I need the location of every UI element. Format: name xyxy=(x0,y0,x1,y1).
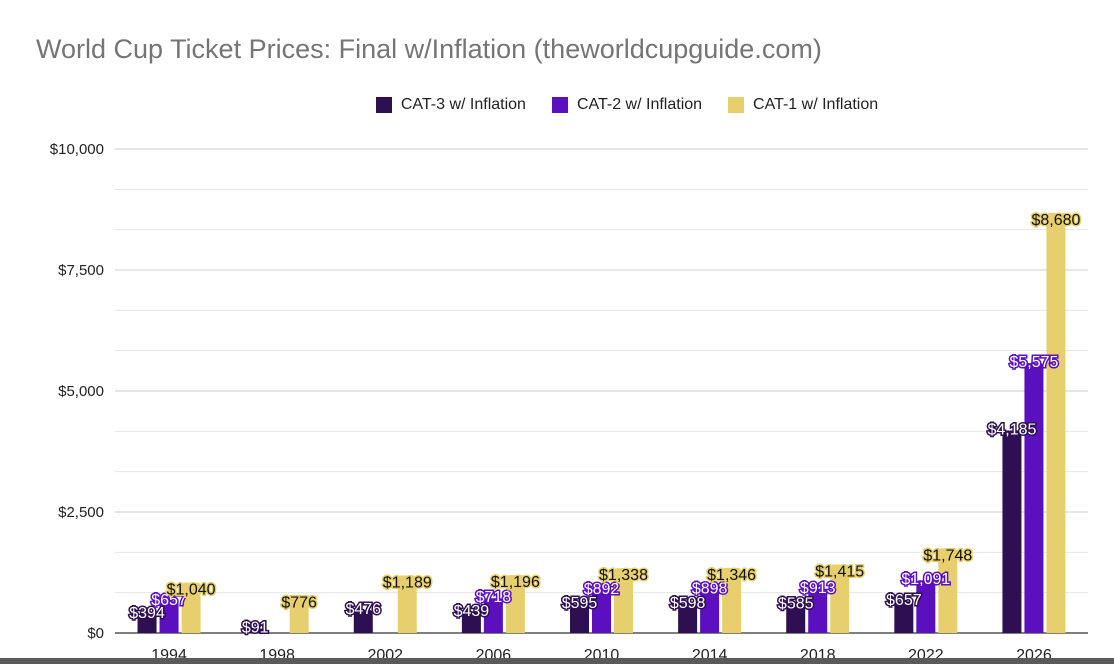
y-tick-label: $10,000 xyxy=(50,141,104,158)
bar-2010-series-2 xyxy=(614,568,633,633)
data-label-2006-series-0: $439 xyxy=(454,603,490,620)
legend-label-cat3: CAT-3 w/ Inflation xyxy=(400,96,526,113)
bar-2006-series-0 xyxy=(461,611,481,633)
data-label-1998-series-0: $91 xyxy=(242,620,269,637)
bar-base xyxy=(894,630,914,633)
bar-base xyxy=(700,630,720,633)
bar-1994-series-2 xyxy=(181,582,201,633)
bar-base xyxy=(678,630,698,633)
data-label-2010-series-1: $892 xyxy=(584,581,620,598)
bar-base xyxy=(808,630,828,633)
data-label-2022-series-2: $1,748 xyxy=(923,547,972,564)
data-label-2002-series-0: $476 xyxy=(345,601,381,618)
bar-base xyxy=(483,630,503,633)
data-label-2014-series-2: $1,346 xyxy=(707,567,756,584)
data-label-2014-series-0: $598 xyxy=(670,595,706,612)
bar-2018-series-0 xyxy=(786,604,806,633)
data-label-2006-series-1: $718 xyxy=(476,589,512,606)
data-label-2006-series-2: $1,196 xyxy=(491,574,540,591)
y-tick-label: $0 xyxy=(87,625,104,642)
bar-2010-series-1 xyxy=(592,589,611,633)
bar-2026-series-0 xyxy=(1002,430,1022,633)
legend-swatch-cat2 xyxy=(551,97,568,113)
data-label-2010-series-2: $1,338 xyxy=(599,567,648,584)
data-label-2014-series-1: $898 xyxy=(692,581,728,598)
data-label-2018-series-0: $585 xyxy=(778,596,814,613)
bar-2014-series-1 xyxy=(700,589,720,633)
data-label-2026-series-2: $8,680 xyxy=(1031,212,1080,229)
bar-base xyxy=(353,630,373,633)
bar-base xyxy=(397,630,417,633)
bar-2026-series-2 xyxy=(1046,212,1066,633)
chart-title: World Cup Ticket Prices: Final w/Inflati… xyxy=(36,34,822,64)
data-label-1994-series-2: $1,040 xyxy=(167,582,216,599)
legend-item-cat1[interactable]: CAT-1 w/ Inflation xyxy=(728,96,878,114)
bar-1994-series-0 xyxy=(137,613,157,633)
data-label-1994-series-1: $657 xyxy=(151,592,187,609)
bar-2002-series-2 xyxy=(397,575,417,633)
bar-base xyxy=(938,630,958,633)
legend: CAT-3 w/ Inflation CAT-2 w/ Inflation CA… xyxy=(0,92,1114,118)
data-label-1994-series-0: $394 xyxy=(129,605,165,622)
data-labels: $394$657$1,040$91$776 $476$1,189$439$718$… xyxy=(128,210,1082,638)
bar-base xyxy=(245,630,265,633)
bar-base xyxy=(722,630,742,633)
data-label-1998-series-2: $776 xyxy=(281,594,317,611)
legend-label-cat1: CAT-1 w/ Inflation xyxy=(753,96,879,113)
bar-base xyxy=(1046,630,1066,633)
bar-2018-series-1 xyxy=(808,588,828,633)
data-label-2022-series-0: $657 xyxy=(886,592,922,609)
bar-base xyxy=(137,630,157,633)
bar-2022-series-1 xyxy=(916,580,936,633)
bar-base xyxy=(159,630,179,633)
data-label-2002-series-2: $1,189 xyxy=(383,574,432,591)
bar-2014-series-2 xyxy=(722,567,742,633)
data-label-2018-series-1: $913 xyxy=(800,580,836,597)
y-tick-label: $7,500 xyxy=(58,262,104,279)
bar-2026-series-1 xyxy=(1024,363,1044,633)
legend-swatch-cat1 xyxy=(728,97,745,113)
window-bottom-edge xyxy=(0,658,1114,664)
bar-base xyxy=(592,630,611,633)
bar-base xyxy=(786,630,806,633)
bar-2022-series-0 xyxy=(894,601,914,633)
data-label-2018-series-2: $1,415 xyxy=(815,564,864,581)
bar-base xyxy=(461,630,481,633)
bar-base xyxy=(830,630,850,633)
y-tick-label: $5,000 xyxy=(58,383,104,400)
bar-base xyxy=(1024,630,1044,633)
y-axis-ticks: $0 $2,500 $5,000 $7,500 $10,000 xyxy=(50,141,104,642)
bar-2018-series-2 xyxy=(830,564,850,633)
legend-swatch-cat3 xyxy=(375,97,392,113)
bar-base xyxy=(289,630,309,633)
bar-base xyxy=(570,630,589,633)
bar-2014-series-0 xyxy=(678,604,698,633)
legend-item-cat3[interactable]: CAT-3 w/ Inflation xyxy=(236,96,526,114)
data-label-2026-series-0: $4,185 xyxy=(987,421,1036,438)
data-label-2022-series-1: $1,091 xyxy=(901,571,950,588)
bar-base xyxy=(1002,630,1022,633)
bar-1998-series-2 xyxy=(289,595,309,633)
bar-2002-series-0 xyxy=(353,609,373,633)
bar-base xyxy=(505,630,525,633)
bar-2022-series-2 xyxy=(938,548,958,633)
bar-base xyxy=(181,630,201,633)
data-label-2010-series-0: $595 xyxy=(562,595,598,612)
legend-label-cat2: CAT-2 w/ Inflation xyxy=(576,96,703,113)
bar-base xyxy=(614,630,633,633)
bar-2006-series-2 xyxy=(505,575,525,633)
legend-item-cat2[interactable]: CAT-2 w/ Inflation xyxy=(551,96,703,114)
bar-base xyxy=(916,630,936,633)
bar-2010-series-0 xyxy=(570,604,589,633)
bar-1994-series-1 xyxy=(159,601,179,633)
data-label-2026-series-1: $5,575 xyxy=(1009,354,1058,371)
bar-2006-series-1 xyxy=(483,598,503,633)
bars xyxy=(137,212,1066,633)
y-tick-label: $2,500 xyxy=(58,504,104,521)
